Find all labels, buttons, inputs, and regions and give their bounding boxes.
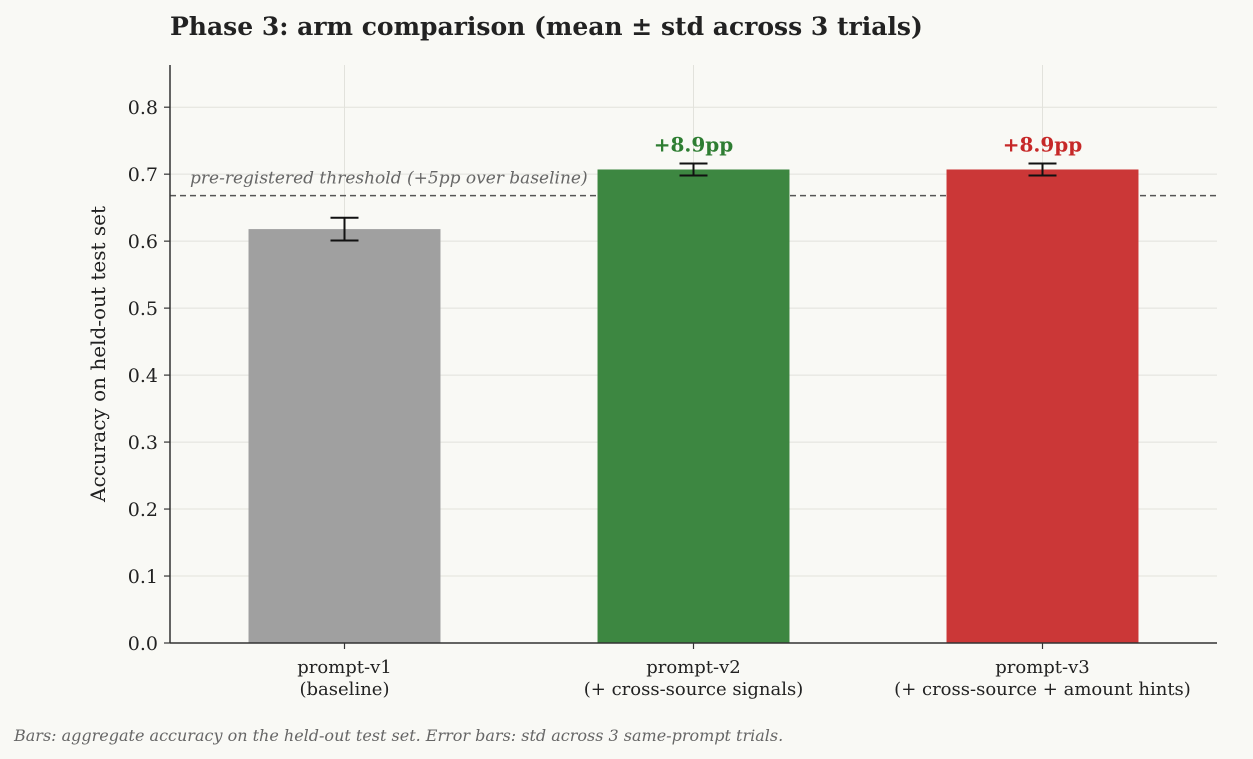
- y-tick-label: 0.8: [128, 97, 158, 119]
- y-tick-label: 0.1: [128, 566, 158, 588]
- bar: [597, 169, 790, 643]
- footnote: Bars: aggregate accuracy on the held-out…: [13, 726, 783, 745]
- y-tick-label: 0.7: [128, 164, 158, 186]
- bar: [946, 169, 1139, 643]
- delta-labels-group: +8.9pp +8.9pp: [654, 132, 1083, 156]
- x-tick-label: (+ cross-source signals): [584, 679, 804, 700]
- x-tick-label: prompt-v3: [995, 657, 1090, 678]
- x-tick-label: prompt-v2: [646, 657, 741, 678]
- error-bars-group: [330, 162, 1057, 242]
- y-axis-label: Accuracy on held-out test set: [86, 206, 110, 503]
- x-tick-label: (+ cross-source + amount hints): [894, 679, 1191, 700]
- chart-title: Phase 3: arm comparison (mean ± std acro…: [170, 12, 923, 41]
- delta-label: +8.9pp: [654, 132, 734, 156]
- y-tick-label: 0.5: [128, 298, 158, 320]
- bar: [248, 229, 441, 643]
- bars-group: [248, 169, 1139, 643]
- y-tick-label: 0.2: [128, 499, 158, 521]
- x-ticks-group: prompt-v1(baseline)prompt-v2(+ cross-sou…: [297, 643, 1191, 700]
- x-tick-label: (baseline): [300, 679, 390, 700]
- delta-label: +8.9pp: [1003, 132, 1083, 156]
- y-ticks-group: 0.0 0.1 0.2 0.3 0.4 0.5 0.6 0.7 0.8: [128, 97, 170, 655]
- x-tick-label: prompt-v1: [297, 657, 392, 678]
- y-tick-label: 0.3: [128, 432, 158, 454]
- y-tick-label: 0.4: [128, 365, 158, 387]
- y-tick-label: 0.6: [128, 231, 158, 253]
- y-tick-label: 0.0: [128, 633, 158, 655]
- threshold-label: pre-registered threshold (+5pp over base…: [190, 169, 588, 189]
